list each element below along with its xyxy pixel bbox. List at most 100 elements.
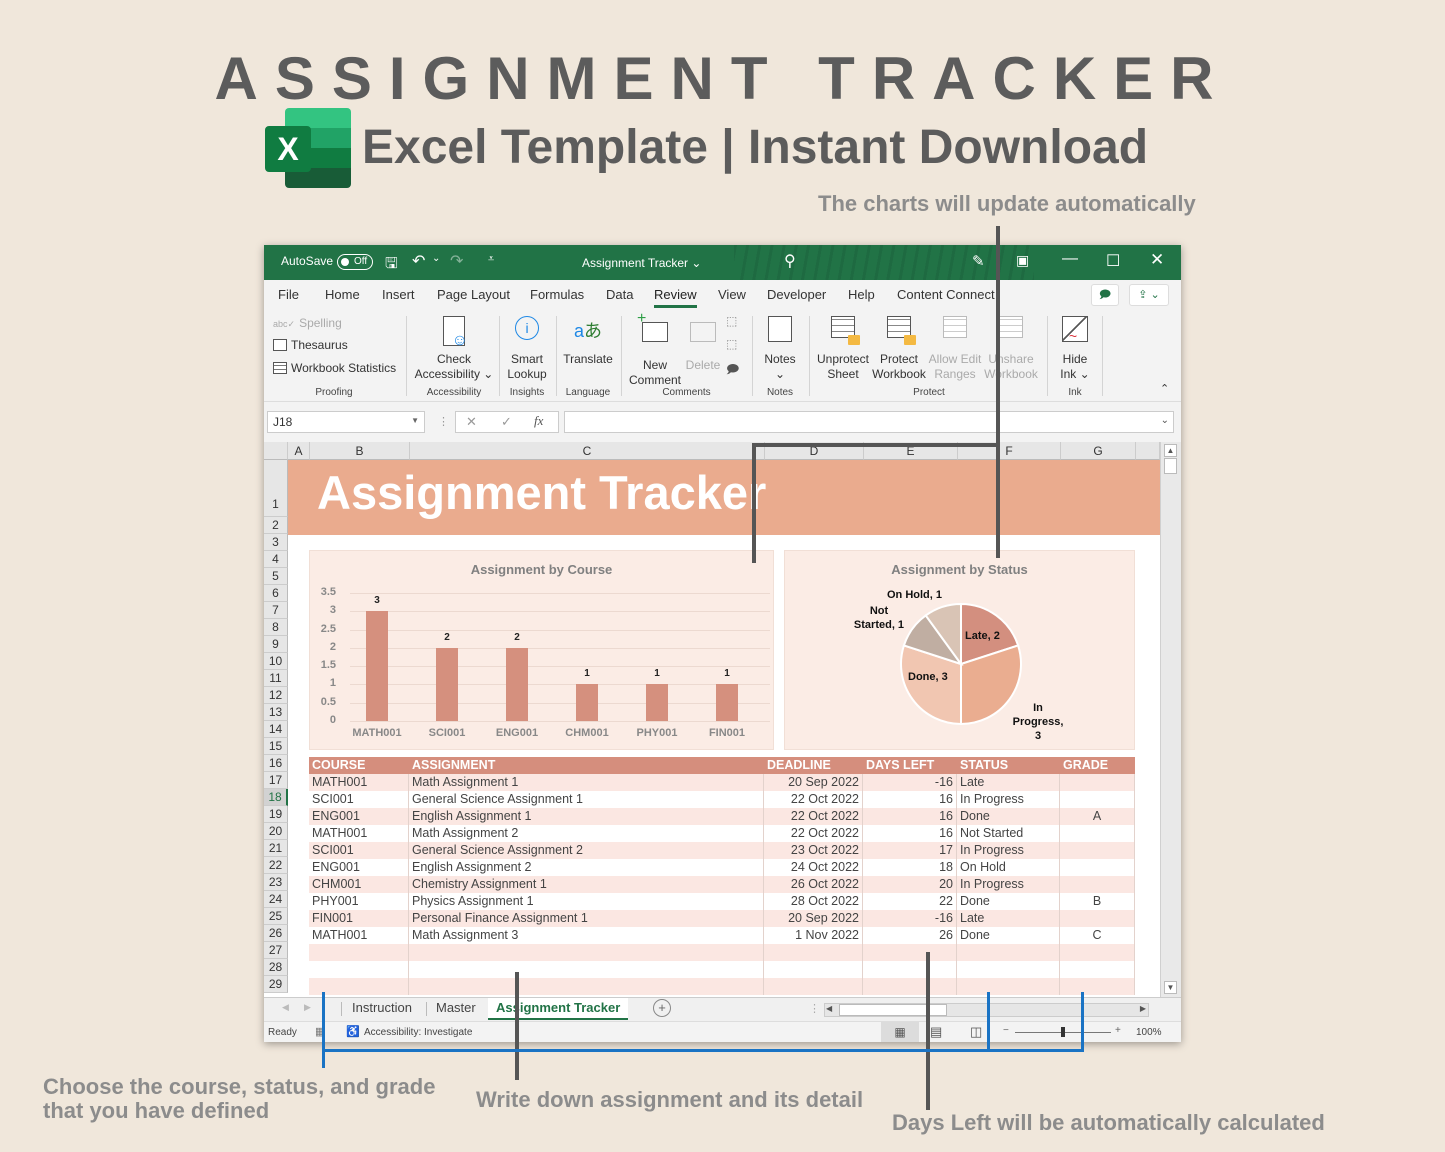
cell-deadline[interactable]: 22 Oct 2022 (764, 808, 863, 825)
row-header-5[interactable]: 5 (264, 568, 288, 585)
cell-assignment[interactable] (409, 978, 764, 995)
row-header-11[interactable]: 11 (264, 670, 288, 687)
cell-deadline[interactable]: 24 Oct 2022 (764, 859, 863, 876)
cell-days-left[interactable] (863, 944, 957, 961)
menu-data[interactable]: Data (606, 287, 634, 302)
row-header-17[interactable]: 17 (264, 772, 288, 789)
header-grade[interactable]: GRADE (1063, 758, 1109, 772)
protect-workbook-button[interactable]: Protect Workbook (870, 316, 928, 382)
bar-fin001[interactable] (716, 684, 738, 721)
autosave-toggle[interactable]: Off (337, 254, 373, 270)
row-header-12[interactable]: 12 (264, 687, 288, 704)
scroll-right-icon[interactable]: ▶ (1139, 1004, 1146, 1013)
pie-slice-on-hold[interactable] (924, 603, 962, 668)
row-header-23[interactable]: 23 (264, 874, 288, 891)
cell-status[interactable]: Done (957, 808, 1060, 825)
zoom-in-button[interactable]: + (1115, 1025, 1121, 1036)
next-comment-icon[interactable]: ⬚ (726, 337, 738, 351)
enter-icon[interactable]: ✓ (501, 414, 512, 429)
cell-assignment[interactable]: English Assignment 2 (409, 859, 764, 876)
menu-content-connect[interactable]: Content Connect (897, 287, 995, 302)
pie-slice-done[interactable] (900, 644, 962, 725)
bar-phy001[interactable] (646, 684, 668, 721)
scroll-left-icon[interactable]: ◀ (826, 1004, 833, 1013)
row-header-13[interactable]: 13 (264, 704, 288, 721)
spelling-button[interactable]: abc✓ Spelling (273, 316, 342, 330)
row-header-15[interactable]: 15 (264, 738, 288, 755)
comments-button[interactable]: 🗩 (1091, 284, 1119, 306)
notes-button[interactable]: Notes ⌄ (758, 316, 802, 382)
cell-deadline[interactable]: 22 Oct 2022 (764, 791, 863, 808)
cell-status[interactable]: Done (957, 893, 1060, 910)
row-header-4[interactable]: 4 (264, 551, 288, 568)
page-layout-view-icon[interactable]: ▤ (930, 1024, 943, 1039)
undo-icon[interactable]: ↶ (412, 253, 426, 270)
cell-assignment[interactable]: General Science Assignment 2 (409, 842, 764, 859)
cell-grade[interactable] (1060, 910, 1135, 927)
menu-formulas[interactable]: Formulas (530, 287, 585, 302)
cell-deadline[interactable] (764, 978, 863, 995)
cell-course[interactable] (309, 961, 409, 978)
cell-grade[interactable] (1060, 978, 1135, 995)
hide-ink-button[interactable]: ~ Hide Ink ⌄ (1054, 316, 1096, 382)
cell-assignment[interactable] (409, 944, 764, 961)
cell-course[interactable]: ENG001 (309, 859, 409, 876)
cell-days-left[interactable]: 16 (863, 791, 957, 808)
cell-course[interactable]: SCI001 (309, 791, 409, 808)
cell-deadline[interactable] (764, 961, 863, 978)
cell-assignment[interactable]: General Science Assignment 1 (409, 791, 764, 808)
cell-course[interactable]: MATH001 (309, 774, 409, 791)
workbook-statistics-button[interactable]: Workbook Statistics (273, 361, 396, 375)
accessibility-status[interactable]: Accessibility: Investigate (364, 1027, 473, 1038)
cell-course[interactable]: ENG001 (309, 808, 409, 825)
cell-deadline[interactable] (764, 944, 863, 961)
cell-course[interactable]: MATH001 (309, 927, 409, 944)
pie-chart-assignment-by-status[interactable]: Assignment by Status On Hold, 1 Not Start… (784, 550, 1135, 750)
row-header-19[interactable]: 19 (264, 806, 288, 823)
row-header-10[interactable]: 10 (264, 653, 288, 670)
customize-qat-icon[interactable]: ⩡ (488, 253, 495, 265)
menu-view[interactable]: View (718, 287, 746, 302)
cancel-icon[interactable]: ✕ (466, 414, 477, 429)
row-header-26[interactable]: 26 (264, 925, 288, 942)
save-icon[interactable]: 🖫 (385, 255, 398, 272)
cell-days-left[interactable]: 20 (863, 876, 957, 893)
row-header-16[interactable]: 16 (264, 755, 288, 772)
menu-file[interactable]: File (278, 287, 299, 302)
cell-assignment[interactable]: Physics Assignment 1 (409, 893, 764, 910)
smart-lookup-button[interactable]: i Smart Lookup (504, 316, 550, 382)
allow-edit-ranges-button[interactable]: Allow Edit Ranges (926, 316, 984, 382)
drag-handle-icon[interactable]: ⋮ (438, 416, 449, 428)
cell-grade[interactable] (1060, 825, 1135, 842)
pie-slice-late[interactable] (960, 603, 1020, 666)
bar-math001[interactable] (366, 611, 388, 721)
bar-chm001[interactable] (576, 684, 598, 721)
cell-days-left[interactable]: 16 (863, 825, 957, 842)
undo-dropdown-icon[interactable]: ⌄ (432, 253, 441, 264)
cell-status[interactable]: In Progress (957, 842, 1060, 859)
cell-grade[interactable] (1060, 859, 1135, 876)
cell-grade[interactable] (1060, 961, 1135, 978)
row-header-18[interactable]: 18 (264, 789, 288, 806)
bar-eng001[interactable] (506, 647, 528, 721)
horizontal-scrollbar[interactable]: ◀ ▶ (824, 1003, 1149, 1017)
cell-status[interactable] (957, 978, 1060, 995)
ribbon-display-icon[interactable]: ▣ (1016, 252, 1030, 268)
expand-formula-icon[interactable]: ⌄ (1160, 415, 1169, 426)
normal-view-icon[interactable]: ▦ (881, 1022, 919, 1042)
cell-grade[interactable]: A (1060, 808, 1135, 825)
scroll-down-icon[interactable]: ▼ (1164, 981, 1177, 994)
row-header-2[interactable]: 2 (264, 517, 288, 534)
cell-grade[interactable] (1060, 944, 1135, 961)
cell-status[interactable]: In Progress (957, 876, 1060, 893)
cell-days-left[interactable]: 18 (863, 859, 957, 876)
tab-assignment-tracker[interactable]: Assignment Tracker (488, 998, 629, 1020)
row-header-9[interactable]: 9 (264, 636, 288, 653)
cell-grade[interactable] (1060, 791, 1135, 808)
header-deadline[interactable]: DEADLINE (767, 758, 831, 772)
vertical-scrollbar[interactable]: ▲ ▼ (1160, 442, 1181, 997)
cell-assignment[interactable]: Math Assignment 2 (409, 825, 764, 842)
cell-assignment[interactable]: English Assignment 1 (409, 808, 764, 825)
scroll-up-icon[interactable]: ▲ (1164, 444, 1177, 457)
menu-insert[interactable]: Insert (382, 287, 415, 302)
